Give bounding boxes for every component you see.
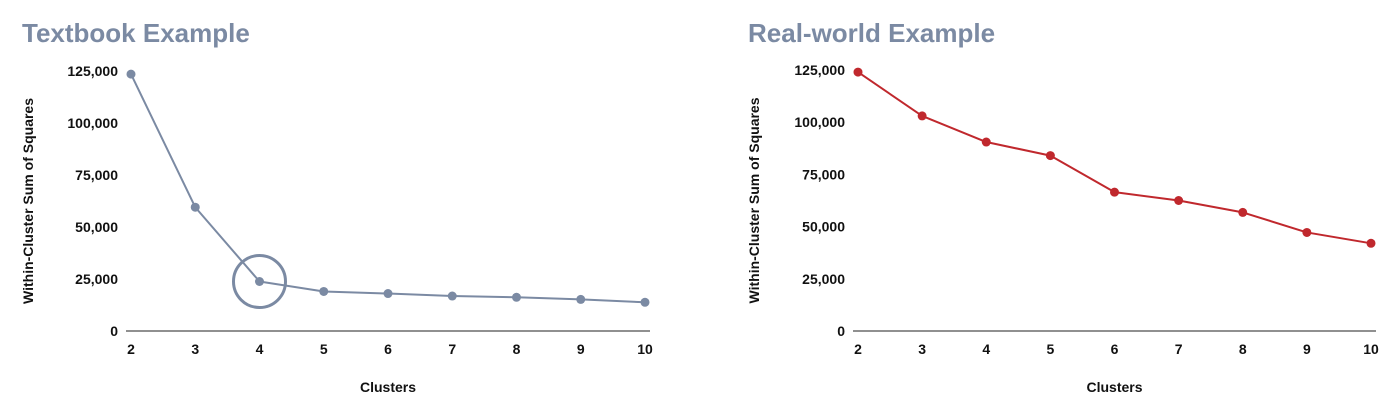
data-point bbox=[1174, 196, 1184, 205]
y-tick-label: 100,000 bbox=[794, 114, 845, 130]
series-line bbox=[857, 71, 1372, 245]
x-tick-label: 8 bbox=[513, 341, 521, 357]
data-point bbox=[255, 276, 264, 286]
y-tick-label: 125,000 bbox=[794, 62, 845, 78]
x-tick-label: 10 bbox=[637, 341, 653, 357]
data-point bbox=[512, 292, 521, 302]
data-point bbox=[981, 137, 991, 147]
x-tick-label: 4 bbox=[256, 341, 264, 357]
data-point bbox=[447, 291, 457, 301]
data-point bbox=[383, 289, 393, 299]
x-tick-label: 2 bbox=[127, 341, 135, 357]
x-tick-label: 5 bbox=[320, 341, 328, 357]
data-point bbox=[576, 294, 586, 304]
elbow-chart-real-world: Real-world Example 0 25,000 50,000 75,000 10… bbox=[700, 0, 1400, 416]
x-tick-label: 3 bbox=[191, 341, 199, 357]
x-tick-label: 6 bbox=[1111, 341, 1119, 357]
y-tick-label: 25,000 bbox=[75, 271, 118, 287]
data-point bbox=[1238, 207, 1248, 217]
x-tick-label: 8 bbox=[1239, 341, 1247, 357]
data-point bbox=[1366, 238, 1376, 248]
y-tick-label: 75,000 bbox=[802, 166, 845, 182]
y-axis-title: Within-Cluster Sum of Squares bbox=[20, 98, 36, 304]
elbow-highlight-ring bbox=[232, 253, 287, 309]
y-axis-title: Within-Cluster Sum of Squares bbox=[746, 97, 762, 303]
chart-plot: 0 25,000 50,000 75,000 100,000 125,000 2 3 4 5 6 7 8… bbox=[20, 63, 653, 395]
y-tick-label: 0 bbox=[110, 323, 118, 339]
x-tick-label: 7 bbox=[1175, 341, 1183, 357]
data-point bbox=[917, 111, 927, 121]
x-tick-label: 2 bbox=[854, 341, 862, 357]
y-tick-label: 50,000 bbox=[802, 219, 845, 235]
chart-title: Textbook Example bbox=[22, 18, 250, 48]
x-tick-label: 4 bbox=[982, 341, 990, 357]
data-point bbox=[1302, 227, 1312, 237]
data-point bbox=[319, 286, 329, 296]
x-tick-label: 7 bbox=[448, 341, 456, 357]
x-tick-label: 3 bbox=[918, 341, 926, 357]
data-point bbox=[853, 67, 863, 77]
data-point bbox=[640, 297, 650, 307]
x-tick-label: 5 bbox=[1046, 341, 1054, 357]
chart-title: Real-world Example bbox=[748, 18, 996, 48]
x-tick-label: 9 bbox=[577, 341, 585, 357]
chart-plot: 0 25,000 50,000 75,000 100,000 125,000 2 3 4 5 6 7 8… bbox=[746, 62, 1379, 395]
data-point bbox=[190, 202, 200, 212]
x-tick-label: 10 bbox=[1363, 341, 1379, 357]
elbow-chart-textbook: Textbook Example 0 25,000 50,000 75,000 100,… bbox=[20, 18, 653, 395]
y-tick-label: 125,000 bbox=[67, 63, 118, 79]
y-tick-label: 75,000 bbox=[75, 167, 118, 183]
data-point bbox=[126, 69, 136, 79]
y-tick-label: 25,000 bbox=[802, 271, 845, 287]
data-point bbox=[1110, 187, 1119, 197]
series-line bbox=[130, 73, 646, 304]
x-axis-title: Clusters bbox=[360, 379, 416, 395]
data-point bbox=[1045, 151, 1055, 161]
y-tick-label: 50,000 bbox=[75, 219, 118, 235]
x-tick-label: 9 bbox=[1303, 341, 1311, 357]
y-tick-label: 100,000 bbox=[67, 115, 118, 131]
y-tick-label: 0 bbox=[837, 323, 845, 339]
x-axis-title: Clusters bbox=[1086, 379, 1142, 395]
x-tick-label: 6 bbox=[384, 341, 392, 357]
